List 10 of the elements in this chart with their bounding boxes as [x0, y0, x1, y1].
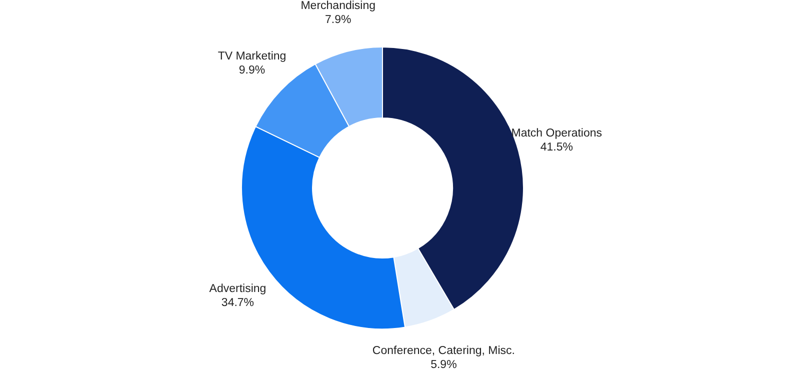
data-label: 7.9% [325, 14, 352, 26]
slice-label: Advertising [209, 282, 266, 295]
slice-label: Merchandising [300, 0, 376, 12]
data-label: 41.5% [540, 142, 573, 154]
data-label: 5.9% [430, 358, 457, 371]
slice-label: TV Marketing [218, 50, 286, 62]
data-label: 9.9% [238, 64, 266, 76]
data-label: 34.7% [221, 296, 254, 309]
slice-label: Conference, Catering, Misc. [372, 344, 515, 357]
slice-label: Match Operations [511, 128, 602, 140]
